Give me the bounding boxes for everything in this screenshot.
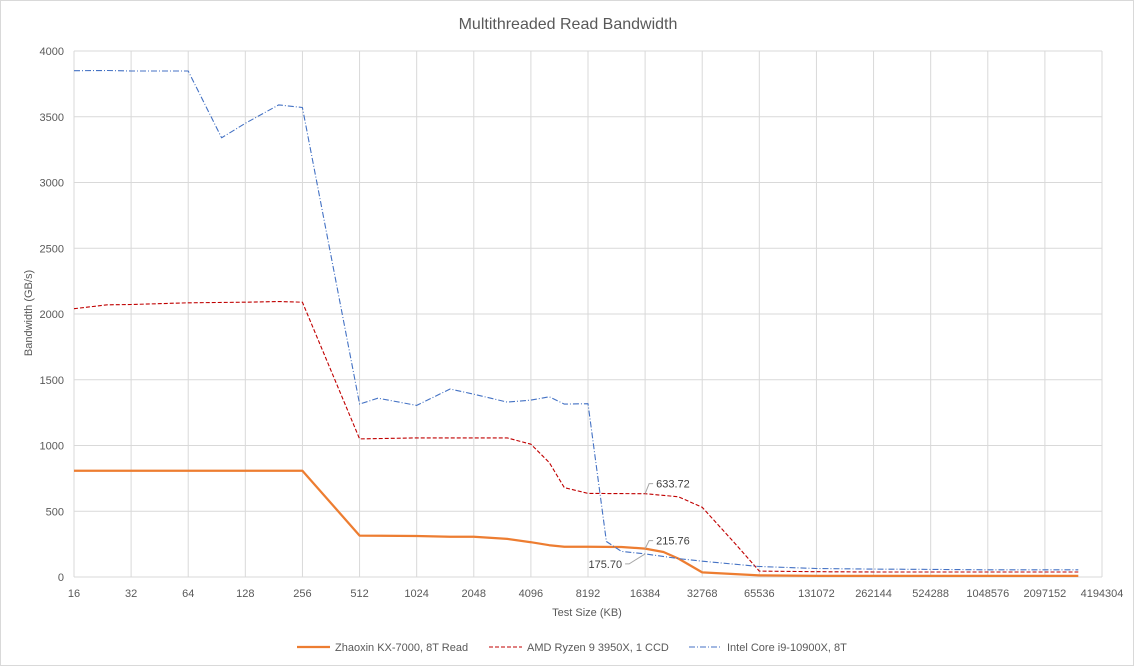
x-tick-label: 128 bbox=[236, 588, 254, 600]
y-tick-label: 3000 bbox=[40, 178, 64, 190]
x-tick-label: 16 bbox=[68, 588, 80, 600]
y-tick-label: 4000 bbox=[40, 46, 64, 58]
x-tick-label: 16384 bbox=[630, 588, 661, 600]
x-tick-label: 1048576 bbox=[966, 588, 1009, 600]
x-tick-label: 262144 bbox=[855, 588, 892, 600]
y-tick-label: 500 bbox=[46, 506, 64, 518]
y-tick-label: 3500 bbox=[40, 112, 64, 124]
data-label: 215.76 bbox=[656, 536, 690, 548]
series-line-2 bbox=[73, 300, 1079, 573]
annotations: 633.72 215.76 175.70 bbox=[588, 479, 689, 571]
x-tick-label: 524288 bbox=[912, 588, 949, 600]
x-tick-label: 2097152 bbox=[1023, 588, 1066, 600]
series-lines bbox=[73, 69, 1079, 578]
annotation-leader bbox=[644, 483, 654, 494]
x-tick-label: 32768 bbox=[687, 588, 718, 600]
x-tick-label: 1024 bbox=[404, 588, 428, 600]
x-tick-label: 64 bbox=[182, 588, 194, 600]
annotation-leader bbox=[625, 553, 646, 565]
chart-title: Multithreaded Read Bandwidth bbox=[459, 16, 678, 33]
legend-label-2: AMD Ryzen 9 3950X, 1 CCD bbox=[527, 642, 669, 654]
data-label: 175.70 bbox=[588, 559, 622, 571]
x-tick-label: 256 bbox=[293, 588, 311, 600]
y-axis-label: Bandwidth (GB/s) bbox=[23, 270, 35, 356]
x-tick-label: 2048 bbox=[462, 588, 486, 600]
x-tick-label: 4096 bbox=[519, 588, 543, 600]
y-tick-label: 1000 bbox=[40, 441, 64, 453]
series-line-3 bbox=[73, 69, 1079, 571]
legend: Zhaoxin KX-7000, 8T Read AMD Ryzen 9 3950… bbox=[297, 642, 847, 654]
y-tick-label: 1500 bbox=[40, 375, 64, 387]
y-tick-label: 2500 bbox=[40, 243, 64, 255]
x-tick-label: 512 bbox=[350, 588, 368, 600]
x-tick-label: 8192 bbox=[576, 588, 600, 600]
y-tick-label: 2000 bbox=[40, 309, 64, 321]
x-axis-label: Test Size (KB) bbox=[552, 607, 622, 619]
series-line-1 bbox=[74, 469, 1079, 578]
gridlines bbox=[73, 50, 1103, 578]
x-tick-label: 4194304 bbox=[1081, 588, 1124, 600]
x-tick-label: 65536 bbox=[744, 588, 775, 600]
annotation-leader bbox=[644, 540, 654, 549]
legend-label-1: Zhaoxin KX-7000, 8T Read bbox=[335, 642, 468, 654]
x-tick-label: 32 bbox=[125, 588, 137, 600]
y-tick-label: 0 bbox=[58, 572, 64, 584]
data-label: 633.72 bbox=[656, 479, 690, 491]
axis-ticks: 0 500 1000 1500 2000 2500 3000 3500 4000 16 32 64 12… bbox=[40, 46, 1124, 600]
legend-label-3: Intel Core i9-10900X, 8T bbox=[727, 642, 847, 654]
x-tick-label: 131072 bbox=[798, 588, 835, 600]
